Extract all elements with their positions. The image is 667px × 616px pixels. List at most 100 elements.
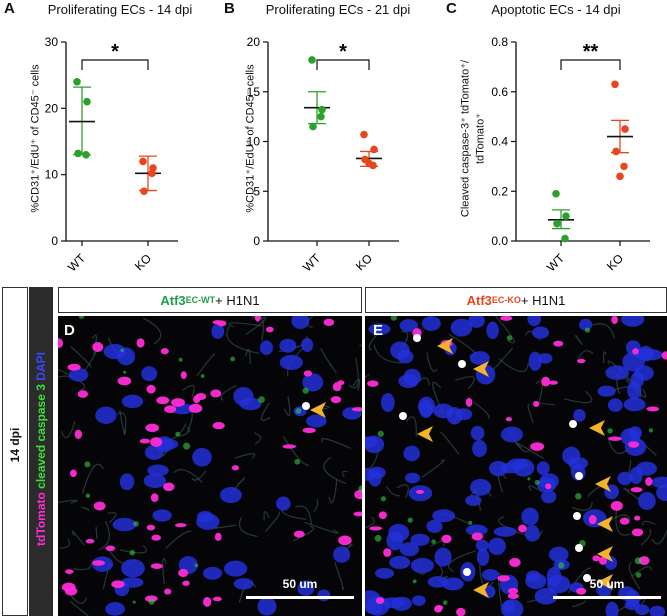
tdtomato-cell: [156, 396, 170, 405]
tdtomato-cell: [303, 370, 313, 377]
tissue-fiber: [574, 334, 583, 345]
tissue-fiber: [116, 412, 127, 435]
dapi-nucleus: [627, 380, 642, 400]
tissue-fiber: [642, 520, 656, 526]
apoptotic-cell: [458, 360, 466, 368]
header-e-sup: EC-KO: [491, 295, 521, 305]
caspase-signal: [302, 387, 309, 394]
dapi-nucleus: [532, 326, 550, 339]
dapi-nucleus: [465, 494, 482, 506]
caspase-signal: [584, 327, 591, 333]
tissue-fiber: [564, 390, 593, 404]
y-tick-label: 15: [247, 85, 261, 99]
tdtomato-cell: [254, 316, 261, 322]
tissue-fiber: [59, 538, 71, 549]
data-point: [318, 105, 326, 114]
significance-marker: **: [583, 41, 599, 63]
tissue-fiber: [576, 350, 594, 362]
tdtomato-cell: [367, 380, 379, 387]
tdtomato-cell: [139, 438, 151, 444]
tissue-fiber: [535, 379, 543, 404]
y-tick-label: 10: [45, 168, 59, 182]
tissue-fiber: [421, 459, 445, 478]
tdtomato-cell: [214, 532, 222, 541]
dapi-nucleus: [493, 526, 517, 537]
data-point: [616, 172, 624, 181]
tdtomato-cell: [174, 523, 187, 528]
data-point: [370, 145, 378, 154]
caspase-signal: [648, 428, 654, 433]
dapi-nucleus: [541, 489, 557, 504]
tissue-fiber: [528, 485, 543, 493]
y-tick-label: 20: [45, 101, 59, 115]
dapi-nucleus: [119, 473, 135, 491]
significance-bracket: [81, 59, 149, 70]
header-e-rest: + H1N1: [520, 292, 566, 308]
tdtomato-cell: [212, 422, 225, 430]
tissue-fiber: [228, 322, 263, 328]
arrowhead-marker: [597, 516, 613, 532]
data-point: [612, 147, 620, 156]
data-point: [620, 162, 628, 171]
tdtomato-cell: [530, 442, 545, 451]
caspase-signal: [607, 428, 613, 434]
y-tick-label: 20: [247, 35, 261, 49]
data-point: [73, 78, 81, 86]
tissue-fiber: [313, 499, 319, 513]
tdtomato-cell: [369, 526, 383, 531]
dapi-nucleus: [450, 318, 473, 337]
dapi-nucleus: [521, 507, 539, 526]
tdtomato-cell: [611, 316, 618, 325]
dapi-nucleus: [469, 478, 492, 496]
caspase-signal: [374, 534, 382, 542]
apoptotic-cell: [575, 544, 583, 552]
dapi-nucleus: [121, 559, 145, 578]
data-point: [82, 150, 90, 159]
scale-label-e: 50 um: [589, 577, 625, 591]
dapi-nucleus: [411, 595, 426, 606]
apoptotic-cell: [573, 512, 581, 520]
significance-marker: *: [111, 41, 119, 63]
arrowhead-marker: [473, 361, 489, 377]
tissue-fiber: [107, 512, 117, 523]
y-tick-label: 0.8: [491, 35, 508, 49]
dapi-nucleus: [121, 394, 144, 409]
x-tick-label: KO: [353, 251, 375, 273]
apoptotic-cell: [583, 574, 591, 582]
caspase-signal: [120, 348, 124, 353]
caspase-signal: [230, 356, 236, 362]
tissue-fiber: [60, 421, 76, 439]
tissue-fiber: [162, 557, 168, 585]
tdtomato-cell: [164, 405, 177, 413]
dapi-nucleus: [472, 439, 487, 458]
tdtomato-cell: [545, 483, 552, 490]
micrograph-d: D 50 um: [58, 316, 362, 616]
arrowhead-marker: [473, 582, 489, 598]
dapi-nucleus: [481, 569, 500, 581]
tdtomato-cell: [608, 436, 622, 441]
tdtomato-cell: [195, 392, 207, 401]
tissue-fiber: [385, 485, 400, 497]
dapi-nucleus: [147, 464, 169, 477]
header-d-sup: EC-WT: [185, 295, 216, 305]
tissue-fiber: [426, 352, 438, 372]
caspase-signal: [183, 442, 191, 450]
dapi-nucleus: [301, 337, 314, 353]
dapi-nucleus: [527, 316, 542, 327]
tdtomato-cell: [548, 380, 558, 385]
dapi-nucleus: [69, 367, 89, 382]
tdtomato-cell: [634, 515, 641, 521]
dapi-nucleus: [638, 345, 654, 362]
tdtomato-cell: [378, 511, 387, 520]
arrowhead-marker: [597, 546, 613, 562]
tdtomato-cell: [497, 575, 510, 582]
data-point: [562, 212, 570, 220]
tissue-fiber: [70, 346, 92, 368]
data-point: [611, 80, 619, 89]
tdtomato-cell: [160, 348, 169, 355]
tissue-fiber: [165, 530, 192, 549]
tissue-fiber: [448, 550, 476, 573]
tissue-fiber: [178, 426, 191, 438]
tissue-fiber: [439, 431, 460, 455]
tissue-fiber: [352, 379, 361, 391]
